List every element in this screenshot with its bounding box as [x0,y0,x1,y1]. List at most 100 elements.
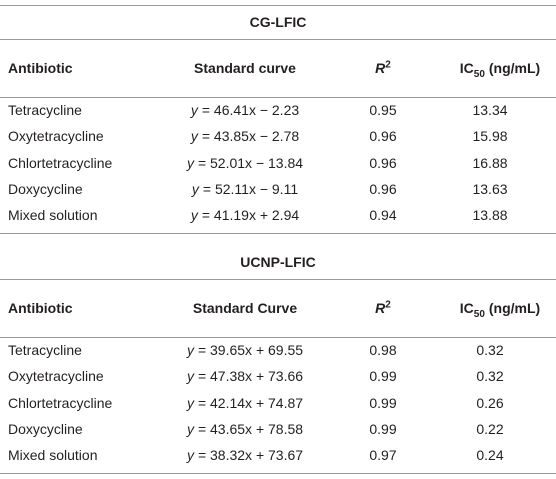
ic50-value: 0.22 [476,420,504,437]
curve-expr: = 39.65x + 69.55 [197,342,304,358]
curve-expr: = 52.01x − 13.84 [197,154,304,171]
header-cell: Antibiotic [8,299,73,317]
rule [0,337,556,338]
cell: 0.96 [369,127,396,145]
antibiotic-name: Tetracycline [8,102,82,118]
cell: Oxytetracycline [8,367,104,385]
header-ic50-unit: (ng/mL) [488,60,541,76]
header-cell: Standard curve [194,59,296,77]
curve-var: y [186,154,194,171]
cell: y = 52.01x − 13.84 [187,154,303,172]
curve-var: y [186,368,194,385]
antibiotic-name: Mixed solution [8,447,98,464]
curve-expr: = 43.65x + 78.58 [197,420,304,437]
curve-var: y [186,420,194,437]
cell: Tetracycline [8,101,82,119]
rule [0,97,556,98]
antibiotic-name: Tetracycline [8,342,82,358]
r2-value: 0.96 [369,180,397,197]
cell: y = 52.11x − 9.11 [192,180,298,198]
section-title: CG-LFIC [249,14,307,30]
header-ic50-unit: (ng/mL) [488,300,541,316]
ic50-value: 13.88 [472,207,508,224]
cell: 0.32 [476,341,503,359]
cell: Doxycycline [8,420,83,438]
cell: 0.96 [369,180,396,198]
cell: 0.99 [369,420,396,438]
cell: 13.88 [472,206,507,224]
header-cell: Antibiotic [8,59,73,77]
curve-expr: = 47.38x + 73.66 [197,368,304,385]
cell: y = 41.19x + 2.94 [191,206,299,224]
cell: 0.94 [369,206,396,224]
header-cell: Standard Curve [193,299,297,317]
cell: 0.95 [369,101,396,119]
header-cell: R2 [375,299,391,317]
cell: Tetracycline [8,341,82,359]
cell: y = 43.85x − 2.78 [191,127,299,145]
cell: 0.96 [369,154,396,172]
section-title: UCNP-LFIC [240,254,316,270]
r2-value: 0.96 [369,154,397,171]
curve-expr: = 43.85x − 2.78 [201,128,300,145]
cell: y = 42.14x + 74.87 [187,394,303,412]
header-cell: IC50 (ng/mL) [459,299,541,320]
header-ic50-sub: 50 [473,308,485,320]
antibiotic-name: Doxycycline [8,180,83,197]
cell: y = 38.32x + 73.67 [187,446,303,464]
cell: 0.22 [476,420,503,438]
cell: 0.99 [369,367,396,385]
header-curve: Standard curve [194,60,296,76]
cell: 0.24 [476,446,503,464]
r2-value: 0.95 [369,102,397,118]
antibiotic-name: Oxytetracycline [8,128,104,145]
header-curve: Standard Curve [192,300,298,316]
ic50-value: 0.32 [476,342,504,358]
cell: 0.99 [369,394,396,412]
header-antibiotic: Antibiotic [8,60,73,76]
cell: Oxytetracycline [8,127,104,145]
header-antibiotic: Antibiotic [8,300,73,316]
cell: Chlortetracycline [8,394,112,412]
rule [0,5,556,6]
rule [0,473,556,474]
curve-var: y [186,447,194,464]
antibiotic-name: Doxycycline [8,420,83,437]
cell: 0.97 [369,446,396,464]
r2-value: 0.98 [369,342,397,358]
header-ic50: IC [459,60,474,76]
rule [0,39,556,40]
antibiotic-name: Chlortetracycline [8,394,113,411]
cell: 15.98 [472,127,507,145]
rule [0,279,556,280]
curve-expr: = 42.14x + 74.87 [197,394,304,411]
cell: 13.63 [472,180,507,198]
cell: 0.98 [369,341,396,359]
header-r2-sup: 2 [385,299,391,311]
ic50-value: 13.34 [472,102,508,118]
ic50-value: 16.88 [472,154,508,171]
antibiotic-name: Oxytetracycline [8,368,104,385]
ic50-value: 0.24 [476,447,504,464]
curve-var: y [186,394,194,411]
r2-value: 0.99 [369,368,397,385]
ic50-value: 0.32 [476,368,504,385]
antibiotic-name: Mixed solution [8,207,98,224]
cell: 0.26 [476,394,503,412]
cell: y = 39.65x + 69.55 [187,341,303,359]
ic50-value: 0.26 [476,394,504,411]
header-r2-sup: 2 [385,59,391,71]
cell: 13.34 [472,101,507,119]
cell: Mixed solution [8,446,98,464]
header-ic50: IC [459,300,474,316]
header-cell: IC50 (ng/mL) [459,59,541,79]
cell: Mixed solution [8,206,98,224]
header-cell: R2 [375,59,391,77]
cell: 16.88 [472,154,507,172]
cell: 0.32 [476,367,503,385]
curve-expr: = 41.19x + 2.94 [201,207,300,224]
cell: y = 43.65x + 78.58 [187,420,303,438]
header-r2: R [375,300,386,316]
ic50-value: 13.63 [472,180,508,197]
